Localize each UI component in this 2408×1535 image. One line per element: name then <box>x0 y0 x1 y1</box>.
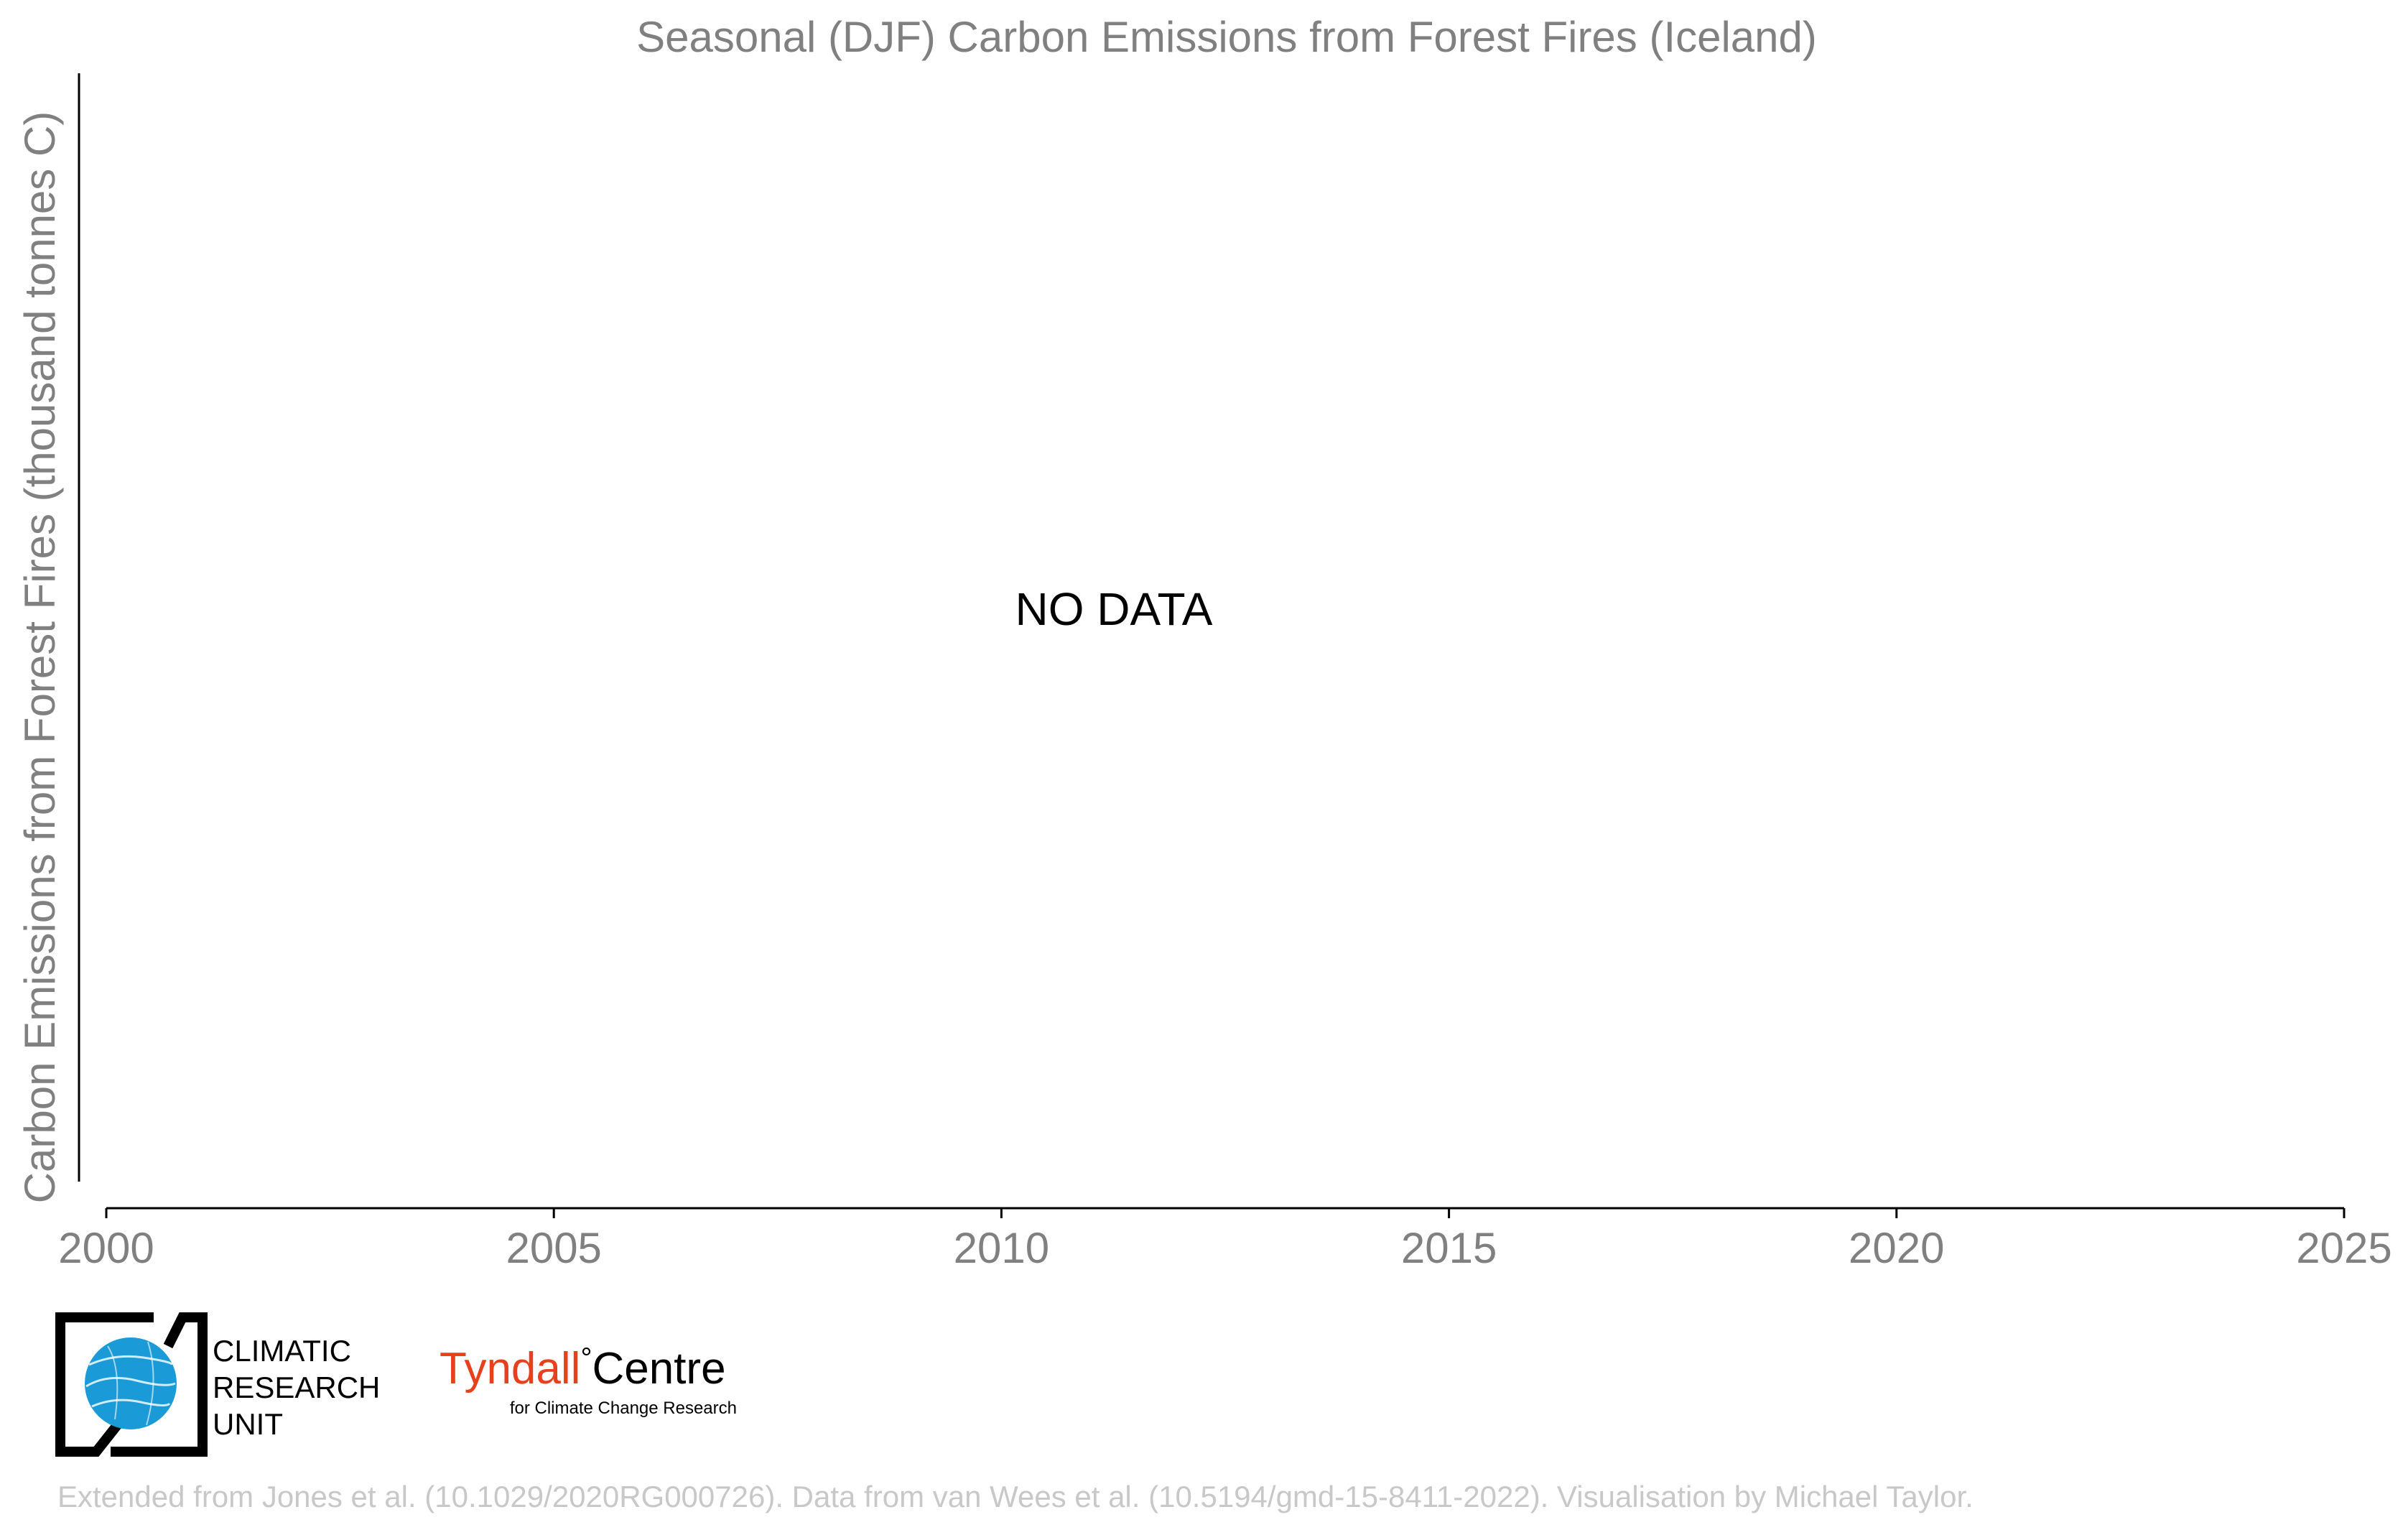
x-tick-label: 2010 <box>954 1224 1049 1272</box>
tyndall-logo: Tyndall°Centre for Climate Change Resear… <box>440 1342 737 1418</box>
svg-text:Tyndall°Centre: Tyndall°Centre <box>440 1342 726 1393</box>
footer-credit: Extended from Jones et al. (10.1029/2020… <box>57 1480 1974 1513</box>
x-tick-label: 2025 <box>2296 1224 2391 1272</box>
tyndall-name-part1: Tyndall <box>440 1344 580 1393</box>
cru-logo: CLIMATIC RESEARCH UNIT <box>55 1312 380 1457</box>
x-tick-label: 2015 <box>1401 1224 1497 1272</box>
x-tick-label: 2000 <box>58 1224 154 1272</box>
no-data-annotation: NO DATA <box>1015 583 1213 635</box>
y-axis-label: Carbon Emissions from Forest Fires (thou… <box>16 111 64 1204</box>
globe-icon <box>85 1337 177 1429</box>
cru-text-line1: CLIMATIC <box>213 1334 351 1368</box>
cru-text-line3: UNIT <box>213 1407 283 1441</box>
tyndall-degree: ° <box>580 1342 592 1374</box>
cru-text-line2: RESEARCH <box>213 1371 380 1404</box>
x-tick-label: 2020 <box>1849 1224 1944 1272</box>
cru-bracket-left-icon <box>55 1312 154 1457</box>
x-axis-ticks: 2000 2005 2010 2015 2020 2025 <box>58 1208 2392 1272</box>
tyndall-name-part2: Centre <box>592 1344 725 1393</box>
chart-title: Seasonal (DJF) Carbon Emissions from For… <box>636 13 1817 61</box>
tyndall-tagline: for Climate Change Research <box>510 1399 737 1418</box>
x-tick-label: 2005 <box>506 1224 601 1272</box>
cru-bracket-right-icon <box>111 1312 208 1457</box>
